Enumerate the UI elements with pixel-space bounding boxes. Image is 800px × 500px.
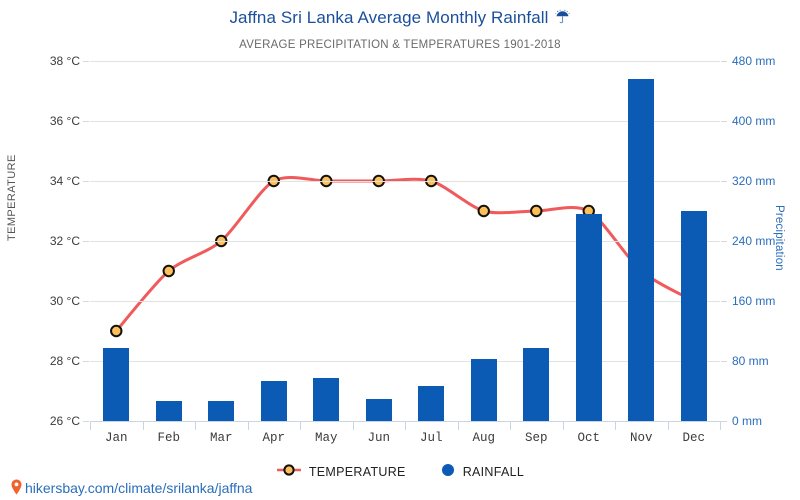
category-separator xyxy=(405,421,406,430)
rainfall-bar[interactable] xyxy=(680,211,707,421)
x-axis-tick-label: Aug xyxy=(472,431,495,445)
rainfall-bar[interactable] xyxy=(313,378,340,421)
right-axis-tick-label: 320 mm xyxy=(732,174,776,188)
left-tick-mark xyxy=(83,361,89,362)
category-separator xyxy=(667,421,669,430)
location-pin-icon xyxy=(10,479,23,498)
category-separator xyxy=(247,421,249,430)
category-separator xyxy=(90,421,91,430)
temperature-point[interactable]: Jan 29 °C xyxy=(110,324,123,338)
right-tick-mark xyxy=(721,421,727,422)
legend-label: TEMPERATURE xyxy=(308,464,406,479)
temperature-line xyxy=(114,175,696,333)
legend-item-temperature[interactable]: TEMPERATURE xyxy=(276,463,406,480)
left-axis-tick-label: 36 °C xyxy=(49,114,80,128)
page-title: Jaffna Sri Lanka Average Monthly Rainfal… xyxy=(229,8,549,27)
category-separator xyxy=(720,421,721,430)
plot-area: Jan 29 °CFeb 31 °CMar 32 °CApr 34 °CMay … xyxy=(50,54,776,445)
left-tick-mark xyxy=(83,301,89,302)
rainfall-bar[interactable] xyxy=(418,385,445,421)
umbrella-rain-icon xyxy=(554,9,571,31)
temperature-point[interactable]: Sep 33 °C xyxy=(530,204,543,218)
legend-circle-icon xyxy=(440,463,456,480)
x-axis-tick-label: Mar xyxy=(209,431,233,445)
rainfall-bar[interactable] xyxy=(365,399,392,421)
legend-label: RAINFALL xyxy=(462,464,525,479)
category-separator xyxy=(457,421,459,430)
rainfall-bar[interactable] xyxy=(470,358,497,421)
rainfall-bar[interactable] xyxy=(523,348,550,421)
category-separator xyxy=(352,421,354,430)
x-axis-tick-label: May xyxy=(314,431,338,445)
category-separator xyxy=(562,421,564,430)
left-axis-tick-label: 32 °C xyxy=(49,234,80,248)
category-separator xyxy=(615,421,616,430)
x-axis-tick-label: Jul xyxy=(419,431,443,445)
category-separator xyxy=(142,421,144,430)
left-tick-mark xyxy=(83,421,89,422)
temperature-point[interactable]: Aug 33 °C xyxy=(477,204,490,218)
right-axis-tick-label: 400 mm xyxy=(732,114,776,128)
right-axis-tick-label: 160 mm xyxy=(732,294,776,308)
right-axis-tick-label: 0 mm xyxy=(732,414,762,428)
chart-subtitle-row: AVERAGE PRECIPITATION & TEMPERATURES 190… xyxy=(0,35,800,53)
gridline xyxy=(90,121,720,122)
right-tick-mark xyxy=(721,61,727,62)
category-separator xyxy=(510,421,511,430)
x-axis-tick-label: Jun xyxy=(367,431,390,445)
left-axis-tick-label: 26 °C xyxy=(49,414,80,428)
rainfall-bar[interactable] xyxy=(575,214,602,421)
chart-subtitle: AVERAGE PRECIPITATION & TEMPERATURES 190… xyxy=(239,39,561,51)
right-tick-mark xyxy=(721,121,727,122)
right-tick-mark xyxy=(721,361,727,362)
chart-header: Jaffna Sri Lanka Average Monthly Rainfal… xyxy=(0,8,800,31)
x-axis-tick-label: Nov xyxy=(629,431,653,445)
source-footer[interactable]: hikersbay.com/climate/srilanka/jaffna xyxy=(10,479,252,498)
x-axis-tick-label: Jan xyxy=(104,431,128,445)
rainfall-bar[interactable] xyxy=(260,381,287,421)
right-tick-mark xyxy=(721,181,727,182)
left-axis-tick-label: 30 °C xyxy=(49,294,80,308)
source-url[interactable]: hikersbay.com/climate/srilanka/jaffna xyxy=(25,480,253,497)
x-axis-tick-label: Sep xyxy=(524,431,548,445)
left-tick-mark xyxy=(83,241,89,242)
temperature-point[interactable]: Feb 31 °C xyxy=(162,264,175,278)
left-tick-mark xyxy=(83,121,89,122)
left-axis-tick-label: 28 °C xyxy=(49,354,80,368)
gridline xyxy=(90,181,720,182)
x-axis-tick-label: Dec xyxy=(682,431,705,445)
chart-legend: TEMPERATURE RAINFALL xyxy=(0,462,800,480)
x-axis-tick-label: Feb xyxy=(157,431,180,445)
rainfall-bar[interactable] xyxy=(103,348,130,421)
x-axis-tick-label: Apr xyxy=(262,431,285,445)
left-axis-tick-label: 34 °C xyxy=(49,174,80,188)
right-tick-mark xyxy=(721,241,727,242)
legend-item-rainfall[interactable]: RAINFALL xyxy=(440,463,524,480)
legend-line-marker-icon xyxy=(276,463,302,480)
left-axis-tick-label: 38 °C xyxy=(49,54,80,68)
rainfall-bar[interactable] xyxy=(208,400,235,421)
rainfall-bar[interactable] xyxy=(628,79,655,421)
left-axis-title: TEMPERATURE xyxy=(6,154,18,241)
right-axis-tick-label: 480 mm xyxy=(732,54,776,68)
right-axis-tick-label: 80 mm xyxy=(732,354,769,368)
left-tick-mark xyxy=(83,181,89,182)
x-axis-tick-label: Oct xyxy=(577,431,600,445)
right-tick-mark xyxy=(721,301,727,302)
gridline xyxy=(90,241,720,242)
category-separator xyxy=(300,421,301,430)
gridline xyxy=(90,301,720,302)
category-separator xyxy=(195,421,196,430)
gridline xyxy=(90,361,720,362)
gridline xyxy=(90,61,720,62)
rainfall-bar[interactable] xyxy=(155,400,182,421)
right-axis-tick-label: 240 mm xyxy=(732,234,776,248)
left-tick-mark xyxy=(83,61,89,62)
